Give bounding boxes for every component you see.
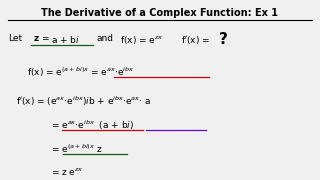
Text: a + b$\it{i}$: a + b$\it{i}$ [51, 34, 79, 45]
Text: = e$^{ax}$$\cdot$e$^{\it{i}bx}$  (a + b$\it{i}$): = e$^{ax}$$\cdot$e$^{\it{i}bx}$ (a + b$\… [51, 119, 133, 132]
Text: f(x) = e$^{zx}$: f(x) = e$^{zx}$ [120, 34, 164, 46]
Text: = e$^{(a+b\it{i})x}$ z: = e$^{(a+b\it{i})x}$ z [51, 143, 102, 155]
Text: = z e$^{zx}$: = z e$^{zx}$ [51, 166, 83, 177]
Text: and: and [97, 34, 114, 43]
Text: =: = [41, 34, 49, 43]
Text: f$'$(x) =: f$'$(x) = [180, 34, 210, 46]
Text: Let: Let [8, 34, 22, 43]
Text: The Derivative of a Complex Function: Ex 1: The Derivative of a Complex Function: Ex… [42, 8, 278, 18]
Text: $\mathbf{z}$: $\mathbf{z}$ [33, 34, 40, 43]
Text: f$'$(x) = (e$^{ax}$$\cdot$e$^{\it{i}bx}$)$\it{i}$b + e$^{\it{i}bx}$$\cdot$e$^{ax: f$'$(x) = (e$^{ax}$$\cdot$e$^{\it{i}bx}$… [16, 95, 151, 108]
Text: ?: ? [219, 32, 228, 47]
Text: f(x) = e$^{(a+b\it{i})x}$ = e$^{ax}$$\cdot$e$^{\it{i}bx}$: f(x) = e$^{(a+b\it{i})x}$ = e$^{ax}$$\cd… [27, 66, 134, 79]
